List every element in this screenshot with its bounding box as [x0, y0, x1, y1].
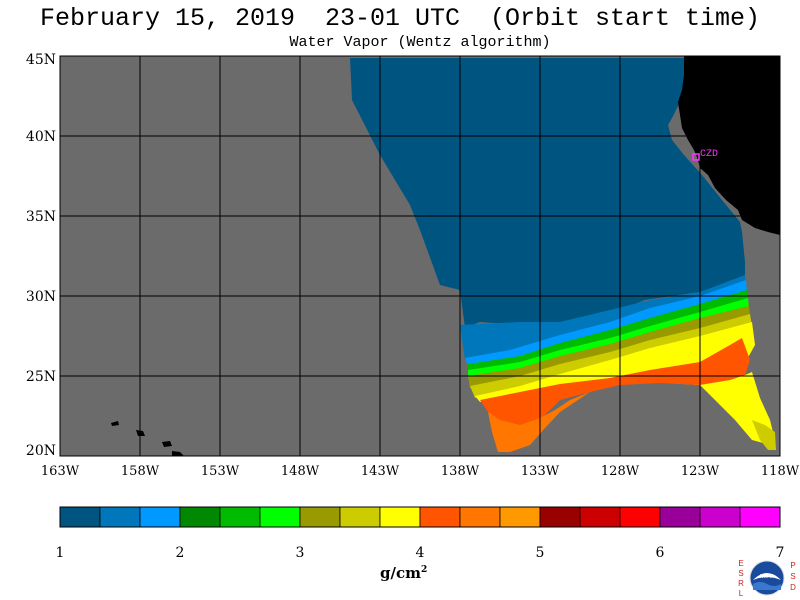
longitude-labels: 163W 158W 153W 148W 143W 138W 133W 128W 123W 118W — [41, 464, 800, 479]
swath-band-1-dark-blue — [350, 58, 745, 328]
colorbar-unit-text: g/cm — [380, 564, 421, 582]
swath-band-4-green — [468, 290, 748, 372]
map-grid — [60, 56, 780, 456]
colorbar-tick-label: 7 — [776, 545, 785, 561]
logo-psd-letters: PSD — [790, 561, 796, 592]
logo-letter: S — [738, 569, 743, 578]
colorbar-tick-label: 6 — [656, 545, 665, 561]
colorbar-swatch — [419, 506, 461, 528]
colorbar-tick-label: 5 — [536, 545, 545, 561]
colorbar-swatch — [459, 506, 501, 528]
colorbar-tick-label: 3 — [296, 545, 305, 561]
logo-letter: S — [790, 572, 795, 581]
colorbar-tick-labels: 1 2 3 4 5 6 7 — [56, 545, 785, 561]
colorbar-swatch — [99, 506, 141, 528]
swath-band-12-south-olive — [752, 420, 776, 450]
colorbar-swatch — [699, 506, 741, 528]
latitude-labels: 45N 40N 35N 30N 25N 20N — [26, 52, 56, 459]
logo-letter: L — [739, 589, 744, 598]
colorbar — [59, 506, 781, 528]
swath-band-5-bright-green — [468, 298, 749, 378]
colorbar-swatch — [179, 506, 221, 528]
latitude-label: 30N — [26, 289, 56, 305]
logo-letter: D — [790, 583, 796, 592]
station-label: CZD — [700, 149, 718, 160]
longitude-label: 148W — [281, 464, 320, 479]
noaa-wave-icon — [753, 582, 781, 590]
land-north-america — [678, 56, 780, 235]
page-title: February 15, 2019 23-01 UTC (Orbit start… — [39, 4, 761, 33]
longitude-label: 143W — [361, 464, 400, 479]
colorbar-swatch — [219, 506, 261, 528]
noaa-logo-text: NOAA — [760, 574, 775, 580]
logo-letter: R — [738, 579, 744, 588]
swath-band-10-orange — [488, 392, 590, 452]
colorbar-swatch — [499, 506, 541, 528]
longitude-label: 158W — [121, 464, 160, 479]
colorbar-frame — [59, 506, 781, 528]
logo-letter: P — [790, 561, 795, 570]
colorbar-unit-superscript: 2 — [420, 565, 428, 575]
station-marker-icon — [692, 153, 700, 161]
colorbar-swatch — [539, 506, 581, 528]
island-hawaii — [172, 451, 184, 456]
colorbar-swatch — [579, 506, 621, 528]
latitude-label: 40N — [26, 129, 56, 145]
colorbar-swatch — [259, 506, 301, 528]
colorbar-swatch — [739, 506, 781, 528]
page-subtitle: Water Vapor (Wentz algorithm) — [289, 34, 551, 51]
latitude-label: 35N — [26, 209, 56, 225]
longitude-label: 118W — [761, 464, 800, 479]
latitude-label: 20N — [26, 443, 56, 459]
colorbar-swatch — [619, 506, 661, 528]
latitude-label: 45N — [26, 52, 56, 68]
longitude-label: 153W — [201, 464, 240, 479]
colorbar-swatch — [339, 506, 381, 528]
colorbar-swatch — [59, 506, 101, 528]
longitude-label: 123W — [681, 464, 720, 479]
colorbar-tick-label: 2 — [176, 545, 185, 561]
swath-band-6-olive — [468, 306, 750, 388]
colorbar-unit: g/cm2 — [380, 564, 427, 582]
longitude-label: 128W — [601, 464, 640, 479]
noaa-gull-icon — [753, 573, 781, 580]
colorbar-swatch — [139, 506, 181, 528]
island-maui — [162, 441, 172, 447]
colorbar-tick-label: 4 — [416, 545, 425, 561]
latitude-label: 25N — [26, 369, 56, 385]
island-kauai — [111, 421, 119, 426]
colorbar-swatch — [299, 506, 341, 528]
swath-band-3-light-blue — [465, 280, 747, 366]
logo-letter: E — [738, 559, 743, 568]
colorbar-tick-label: 1 — [56, 545, 65, 561]
longitude-label: 138W — [441, 464, 480, 479]
map-frame — [59, 55, 781, 457]
colorbar-swatch — [379, 506, 421, 528]
swath-band-9-orange-red — [480, 338, 750, 428]
longitude-label: 163W — [41, 464, 80, 479]
colorbar-swatch — [659, 506, 701, 528]
longitude-label: 133W — [521, 464, 560, 479]
